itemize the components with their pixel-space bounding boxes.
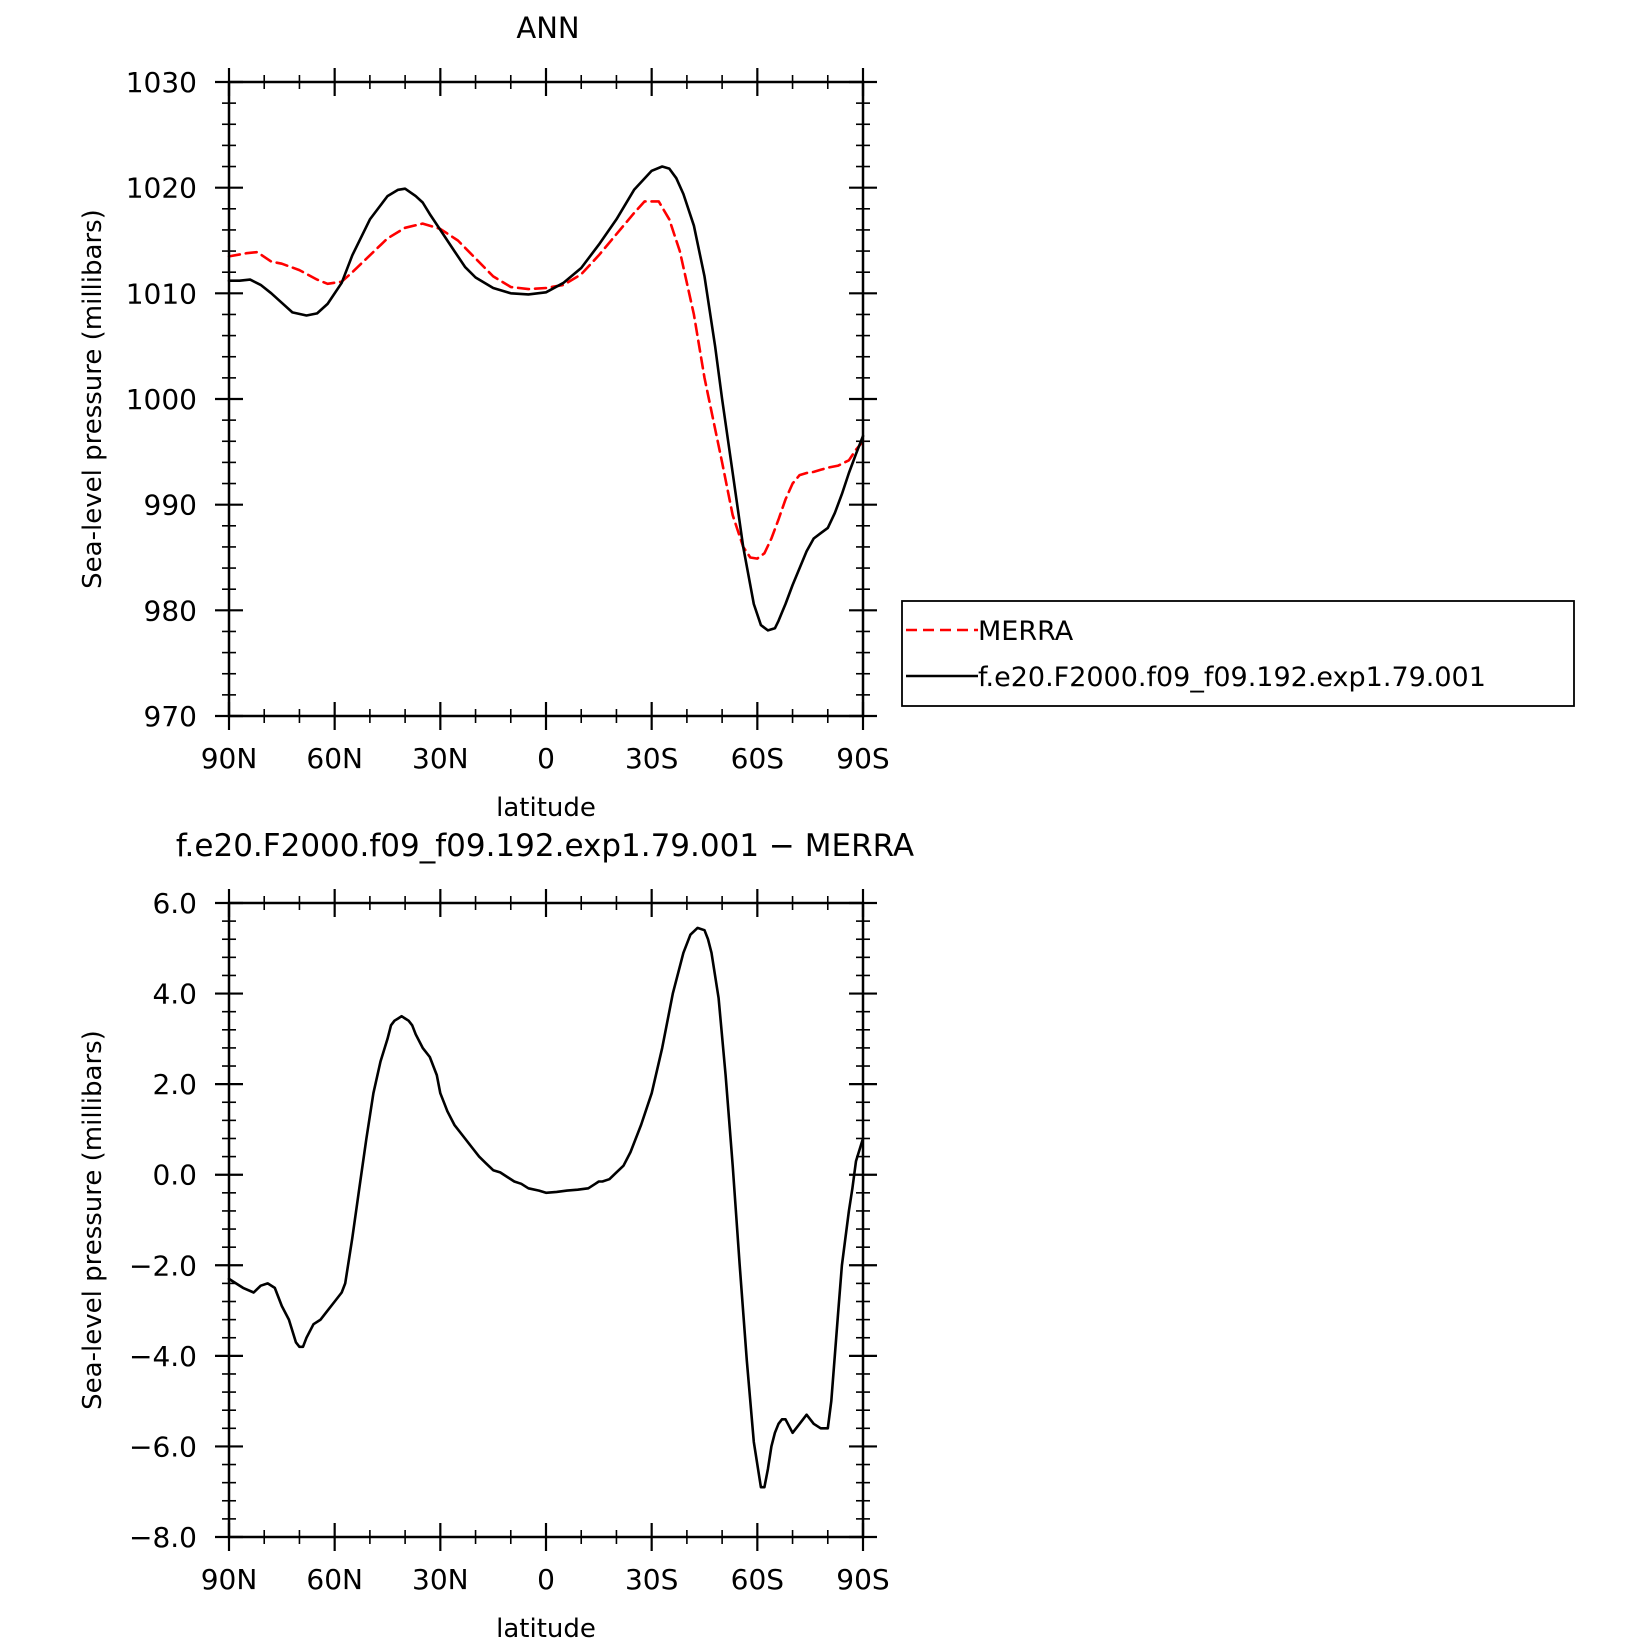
top-panel-y-axis-label: Sea-level pressure (millibars) [78,209,108,589]
x-tick-label: 60S [731,1563,784,1596]
y-tick-label: −6.0 [129,1430,197,1463]
y-tick-label: −4.0 [129,1340,197,1373]
bottom-panel-ticks [215,889,877,1551]
bottom-panel-x-axis-label: latitude [496,1614,596,1644]
legend: MERRA f.e20.F2000.f09_f09.192.exp1.79.00… [901,600,1575,707]
bottom-panel-y-tick-labels: −8.0 −6.0 −4.0 −2.0 0.0 2.0 4.0 6.0 [129,887,197,1554]
bottom-panel-title: f.e20.F2000.f09_f09.192.exp1.79.001 − ME… [176,828,914,864]
y-tick-label: 1020 [126,172,197,205]
top-panel-series [227,165,865,632]
series-line-model [227,165,865,632]
x-tick-label: 30N [412,1563,469,1596]
top-panel-title: ANN [516,11,579,45]
legend-label-merra: MERRA [978,616,1074,647]
y-tick-label: −2.0 [129,1249,197,1282]
x-tick-label: 30N [412,742,469,775]
legend-box [901,600,1575,707]
y-tick-label: 990 [144,489,197,522]
top-panel-ticks [215,68,877,730]
y-tick-label: 980 [144,594,197,627]
y-tick-label: 1010 [126,277,197,310]
bottom-panel-frame [227,901,865,1539]
x-tick-label: 90S [836,1563,889,1596]
y-tick-label: 1000 [126,383,197,416]
top-panel-x-tick-labels: 90N 60N 30N 0 30S 60S 90S [201,742,890,775]
y-tick-label: 1030 [126,66,197,99]
x-tick-label: 60N [306,742,363,775]
y-tick-label: 2.0 [152,1068,197,1101]
x-tick-label: 0 [537,742,555,775]
x-tick-label: 60N [306,1563,363,1596]
top-panel-x-axis-label: latitude [496,793,596,823]
x-tick-label: 90N [201,1563,258,1596]
x-tick-label: 90N [201,742,258,775]
x-tick-label: 30S [625,1563,678,1596]
y-tick-label: 0.0 [152,1159,197,1192]
series-line-model [227,926,865,1489]
top-panel-frame [227,80,865,718]
bottom-panel-y-axis-label: Sea-level pressure (millibars) [78,1030,108,1410]
legend-label-model: f.e20.F2000.f09_f09.192.exp1.79.001 [978,662,1486,693]
bottom-panel-series [227,926,865,1489]
series-line-merra [227,200,865,560]
y-tick-label: 4.0 [152,978,197,1011]
bottom-panel-difference: f.e20.F2000.f09_f09.192.exp1.79.001 − ME… [78,828,914,1644]
top-panel-zonal-mean-slp: ANN 970 980 990 1000 1010 1020 1030 90N 60N 30N 0… [78,11,890,823]
x-tick-label: 0 [537,1563,555,1596]
x-tick-label: 90S [836,742,889,775]
bottom-panel-x-tick-labels: 90N 60N 30N 0 30S 60S 90S [201,1563,890,1596]
x-tick-label: 30S [625,742,678,775]
y-tick-label: 6.0 [152,887,197,920]
x-tick-label: 60S [731,742,784,775]
y-tick-label: −8.0 [129,1521,197,1554]
y-tick-label: 970 [144,700,197,733]
top-panel-y-tick-labels: 970 980 990 1000 1010 1020 1030 [126,66,197,733]
